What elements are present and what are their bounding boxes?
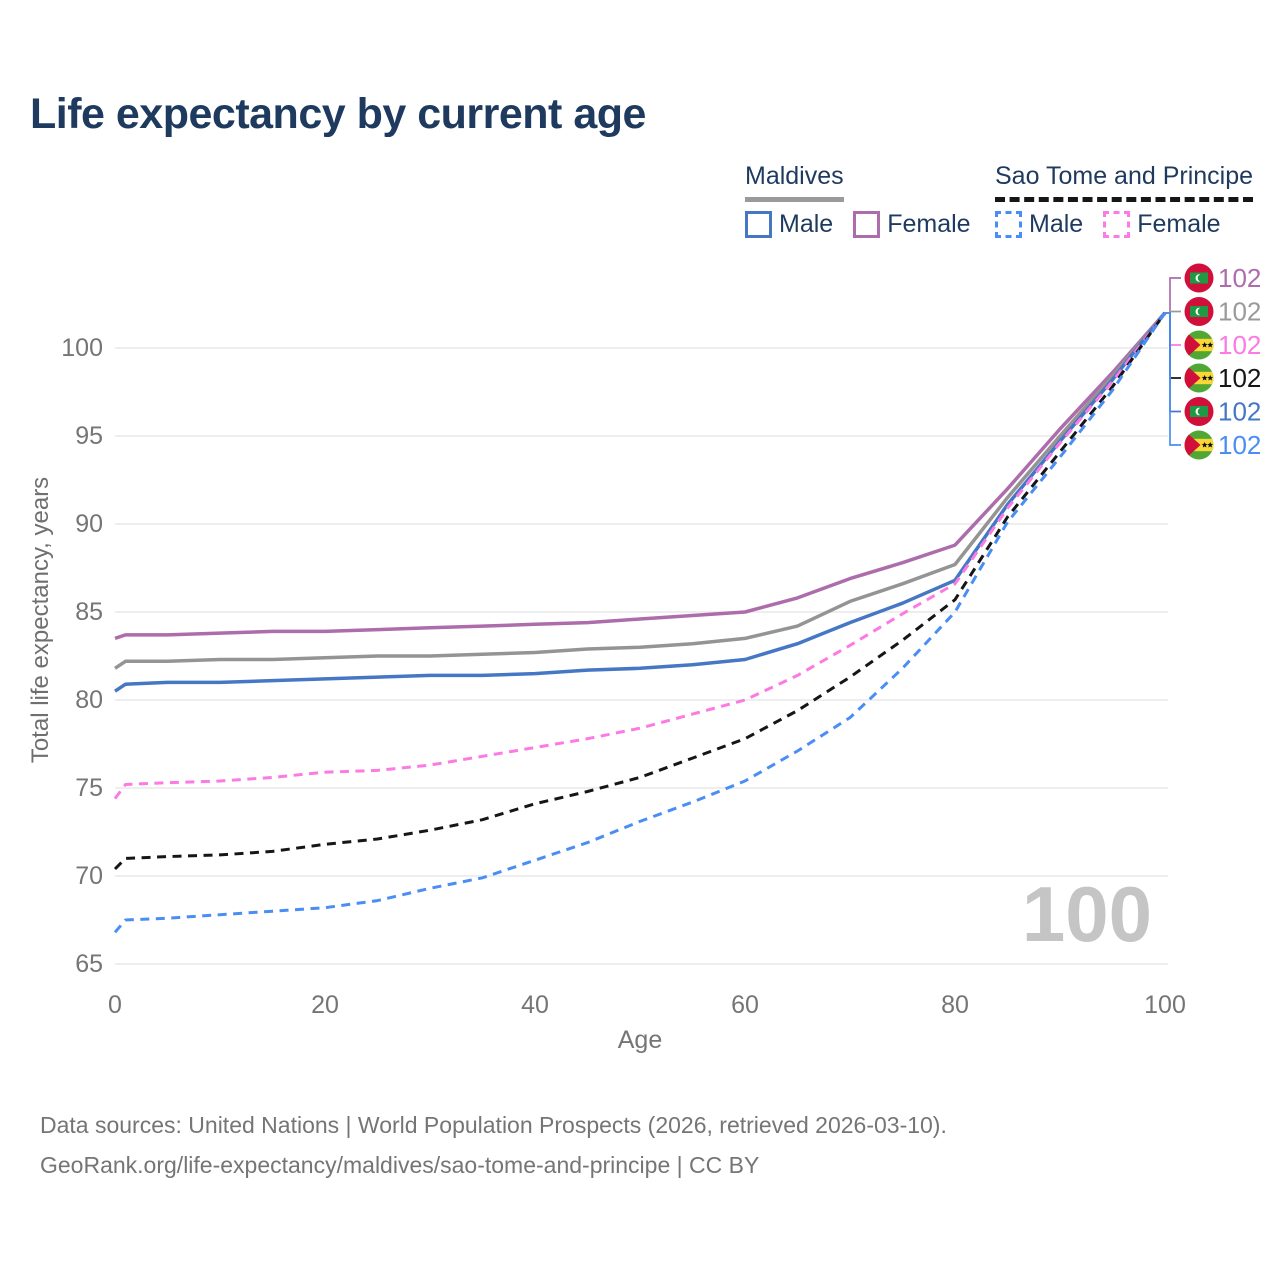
legend-items-sao-tome: Male Female xyxy=(995,210,1253,239)
x-tick-label-100: 100 xyxy=(1144,991,1186,1019)
legend-group-maldives: Maldives Male Female xyxy=(745,162,971,239)
x-tick-label-80: 80 xyxy=(941,991,969,1019)
footer-data-sources: Data sources: United Nations | World Pop… xyxy=(40,1112,947,1138)
legend-checkbox-maldives-female[interactable] xyxy=(853,211,881,238)
footer: Data sources: United Nations | World Pop… xyxy=(40,1105,947,1185)
flag-star xyxy=(1201,341,1208,348)
legend-label-maldives-male: Male xyxy=(779,210,834,238)
x-tick-label-0: 0 xyxy=(108,991,122,1019)
legend-group-title-sao-tome: Sao Tome and Principe xyxy=(995,162,1254,202)
series-line-maldives xyxy=(114,311,1167,670)
flag-stripes xyxy=(1184,430,1214,460)
flag-star xyxy=(1207,441,1214,448)
legend-checkbox-sao-tome-male[interactable] xyxy=(995,211,1022,238)
leader-line-2 xyxy=(1165,311,1181,346)
age-watermark: 100 xyxy=(1022,870,1152,958)
maldives-flag-icon xyxy=(1184,263,1214,293)
x-tick-label-20: 20 xyxy=(311,991,339,1019)
y-tick-label-95: 95 xyxy=(75,422,103,450)
end-label-row-maldives-female: 102 xyxy=(1184,263,1261,293)
legend-item-sao-tome-female[interactable]: Female xyxy=(1103,210,1221,239)
page-title: Life expectancy by current age xyxy=(30,90,646,138)
end-value-label: 102 xyxy=(1218,263,1261,293)
flag-star xyxy=(1201,374,1208,381)
flag-stripes xyxy=(1184,363,1214,393)
sao-tome-flag-icon xyxy=(1184,363,1214,393)
end-value-label: 102 xyxy=(1218,363,1261,393)
legend-group-sao-tome: Sao Tome and Principe Male Female xyxy=(995,162,1254,239)
leader-line-5 xyxy=(1165,311,1181,446)
y-tick-label-75: 75 xyxy=(75,774,103,802)
sao-tome-flag-icon xyxy=(1184,330,1214,360)
end-label-row-maldives: 102 xyxy=(1184,297,1261,327)
y-tick-label-85: 85 xyxy=(75,598,103,626)
flag-red-triangle xyxy=(1184,430,1201,460)
flag-crescent-cut xyxy=(1197,274,1206,282)
legend-label-maldives-female: Female xyxy=(887,210,971,238)
x-tick-label-40: 40 xyxy=(521,991,549,1019)
end-label-row-sao-tome-and-principe: 102 xyxy=(1184,363,1261,393)
sao-tome-flag-icon xyxy=(1184,430,1214,460)
legend-item-sao-tome-male[interactable]: Male xyxy=(995,210,1083,239)
flag-crescent-cut xyxy=(1197,307,1206,316)
y-tick-label-65: 65 xyxy=(75,950,103,978)
legend-item-maldives-female[interactable]: Female xyxy=(853,210,971,239)
legend-item-maldives-male[interactable]: Male xyxy=(745,210,833,239)
legend-label-sao-tome-male: Male xyxy=(1029,210,1084,238)
legend-checkbox-sao-tome-female[interactable] xyxy=(1103,211,1131,238)
legend-checkbox-maldives-male[interactable] xyxy=(745,211,772,238)
legend-label-sao-tome-female: Female xyxy=(1137,210,1221,238)
end-value-label: 102 xyxy=(1218,397,1261,427)
flag-star xyxy=(1207,341,1214,348)
end-label-row-maldives-male: 102 xyxy=(1184,397,1261,427)
flag-star xyxy=(1201,441,1208,448)
end-value-label: 102 xyxy=(1218,430,1261,460)
footer-url: GeoRank.org/life-expectancy/maldives/sao… xyxy=(40,1152,760,1178)
y-tick-label-90: 90 xyxy=(75,510,103,538)
flag-red-triangle xyxy=(1184,330,1201,360)
series-line-sao-tome-and-principe xyxy=(113,311,1167,871)
flag-red-triangle xyxy=(1184,363,1201,393)
y-tick-label-80: 80 xyxy=(75,686,103,714)
legend-items-maldives: Male Female xyxy=(745,210,971,239)
x-axis-title: Age xyxy=(618,1026,662,1054)
series-line-sao-tome-and-principe-female xyxy=(113,311,1167,800)
series-line-sao-tome-and-principe-male xyxy=(113,311,1167,934)
end-label-row-sao-tome-and-principe-female: 102 xyxy=(1184,330,1261,360)
y-tick-label-70: 70 xyxy=(75,862,103,890)
end-label-row-sao-tome-and-principe-male: 102 xyxy=(1184,430,1261,460)
series-line-maldives-male xyxy=(114,311,1167,693)
maldives-flag-icon xyxy=(1184,397,1214,426)
end-value-label: 102 xyxy=(1218,330,1261,360)
maldives-flag-icon xyxy=(1184,297,1214,326)
series-line-maldives-female xyxy=(114,311,1167,641)
flag-star xyxy=(1207,374,1214,381)
flag-crescent-cut xyxy=(1197,407,1206,416)
legend-group-title-maldives: Maldives xyxy=(745,162,844,202)
y-axis-title: Total life expectancy, years xyxy=(27,477,54,763)
y-tick-label-100: 100 xyxy=(61,334,103,362)
x-tick-label-60: 60 xyxy=(731,991,759,1019)
leader-line-0 xyxy=(1165,277,1181,314)
leader-line-4 xyxy=(1165,311,1181,413)
end-value-label: 102 xyxy=(1218,297,1261,327)
flag-stripes xyxy=(1184,330,1214,360)
